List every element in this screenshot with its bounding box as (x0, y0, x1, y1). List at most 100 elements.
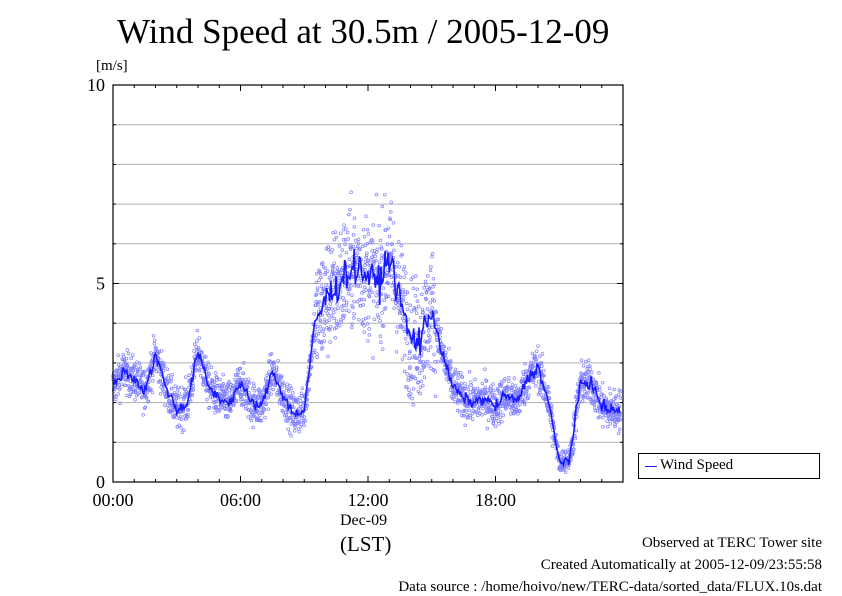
data-point (320, 261, 325, 265)
data-point (249, 418, 254, 423)
data-point (350, 325, 354, 330)
data-point (564, 450, 568, 454)
data-point (203, 364, 208, 368)
data-point (267, 360, 271, 365)
data-point (331, 265, 336, 269)
data-point (408, 365, 412, 369)
data-point (571, 451, 575, 455)
data-point (491, 421, 496, 425)
data-point (382, 298, 386, 303)
data-point (250, 406, 254, 410)
data-point (400, 357, 405, 361)
data-point (297, 419, 302, 424)
data-point (378, 238, 383, 243)
data-point (342, 298, 346, 303)
data-point (467, 369, 472, 374)
data-point (341, 314, 345, 318)
data-point (197, 348, 201, 353)
data-point (337, 244, 342, 248)
data-point (436, 328, 441, 333)
data-point (375, 313, 380, 317)
data-point (315, 352, 319, 356)
data-point (491, 382, 495, 386)
data-point (432, 282, 437, 287)
data-point (422, 375, 427, 379)
data-point (426, 329, 431, 333)
data-point (609, 398, 613, 403)
data-point (214, 404, 218, 409)
data-point (411, 403, 415, 407)
data-point (244, 399, 249, 403)
data-point (158, 392, 163, 396)
data-point (128, 392, 133, 397)
data-point (200, 350, 204, 355)
data-point (291, 390, 295, 395)
data-point (550, 444, 555, 448)
data-point (499, 382, 504, 386)
data-point (618, 389, 623, 394)
data-point (404, 301, 409, 306)
data-point (372, 259, 376, 263)
data-point (409, 392, 413, 396)
data-point (323, 321, 327, 325)
data-point (199, 374, 203, 378)
data-point (337, 269, 341, 274)
data-point (212, 380, 217, 385)
data-point (130, 384, 134, 389)
data-point (197, 336, 202, 340)
data-point (333, 230, 338, 234)
data-point (401, 287, 405, 292)
data-point (408, 303, 413, 308)
data-point (408, 349, 412, 354)
data-point (401, 295, 406, 300)
data-point (386, 294, 391, 298)
data-point (337, 273, 341, 278)
footer-created: Created Automatically at 2005-12-09/23:5… (540, 557, 822, 573)
data-point (363, 316, 368, 321)
data-point (402, 275, 406, 279)
data-point (485, 426, 490, 431)
data-point (428, 268, 433, 273)
data-point (581, 363, 586, 368)
data-point (602, 394, 607, 398)
data-point (616, 431, 621, 436)
data-point (433, 370, 438, 374)
data-point (276, 358, 280, 363)
data-point (408, 366, 412, 371)
data-point (216, 405, 220, 409)
data-point (214, 378, 219, 383)
data-point (351, 233, 356, 237)
data-point (113, 397, 118, 402)
data-point (324, 305, 329, 309)
data-point (399, 243, 404, 248)
data-point (288, 416, 293, 420)
data-point (130, 353, 135, 357)
data-point (182, 428, 186, 433)
data-point (467, 408, 472, 413)
data-point (436, 325, 441, 329)
data-point (365, 241, 370, 246)
data-point (251, 381, 256, 386)
data-point (579, 374, 584, 378)
data-point (431, 276, 436, 281)
data-point (469, 383, 473, 388)
data-point (305, 404, 310, 408)
data-point (321, 327, 326, 331)
data-point (574, 394, 578, 399)
data-point (523, 361, 527, 366)
data-point (196, 347, 200, 352)
data-point (356, 241, 361, 246)
data-point (415, 366, 420, 370)
data-point (407, 395, 412, 399)
data-point (389, 251, 393, 256)
data-point (355, 299, 360, 304)
footer-source: Data source : /home/hoivo/new/TERC-data/… (398, 579, 822, 595)
data-point (586, 390, 590, 395)
data-point (242, 381, 247, 385)
data-point (123, 383, 128, 388)
data-point (420, 368, 424, 373)
data-point (618, 417, 623, 422)
data-point (328, 328, 332, 332)
data-point (332, 261, 337, 265)
data-point (491, 418, 496, 423)
